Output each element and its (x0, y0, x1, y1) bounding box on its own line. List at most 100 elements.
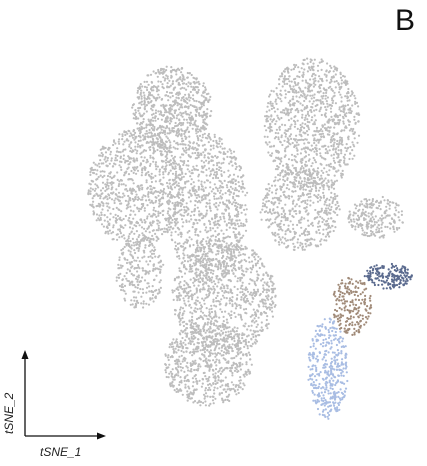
scatter-point (186, 126, 189, 129)
scatter-point (202, 245, 205, 249)
scatter-point (227, 221, 230, 225)
scatter-point (190, 178, 193, 181)
scatter-point (287, 224, 290, 227)
scatter-point (193, 99, 196, 102)
scatter-point (322, 184, 325, 187)
scatter-point (106, 230, 109, 233)
scatter-point (307, 85, 310, 88)
scatter-point (181, 261, 184, 264)
scatter-point (330, 217, 333, 220)
scatter-point (261, 205, 264, 208)
scatter-point (336, 121, 339, 124)
scatter-point (312, 168, 315, 171)
scatter-point (294, 155, 297, 158)
scatter-point (292, 98, 295, 101)
scatter-point (156, 127, 160, 130)
scatter-point (184, 181, 187, 184)
scatter-point (306, 82, 309, 85)
scatter-point (174, 167, 177, 170)
scatter-point (106, 220, 109, 223)
scatter-point (227, 206, 230, 209)
scatter-point (286, 137, 289, 140)
scatter-point (329, 230, 332, 233)
scatter-point (168, 129, 171, 132)
scatter-point (304, 234, 307, 237)
scatter-point (215, 296, 218, 300)
scatter-point (199, 152, 203, 155)
scatter-point (218, 316, 221, 319)
scatter-point (196, 233, 199, 237)
scatter-point (238, 233, 241, 236)
scatter-point (208, 202, 211, 205)
scatter-point (181, 312, 185, 315)
scatter-point (230, 298, 233, 302)
scatter-point (189, 141, 192, 144)
scatter-point (139, 83, 142, 86)
scatter-point (165, 181, 169, 185)
scatter-point (209, 287, 212, 290)
scatter-point (246, 288, 249, 291)
scatter-point (168, 182, 171, 185)
scatter-point (296, 223, 299, 227)
scatter-point (220, 245, 223, 248)
scatter-point (195, 148, 198, 151)
scatter-point (177, 227, 180, 230)
scatter-point (195, 168, 198, 171)
scatter-point (270, 201, 273, 205)
scatter-point (129, 240, 132, 243)
scatter-point (115, 188, 118, 191)
scatter-point (194, 322, 197, 325)
scatter-point (247, 325, 250, 328)
scatter-point (172, 87, 175, 90)
scatter-point (225, 246, 228, 249)
scatter-point (299, 123, 302, 127)
scatter-point (205, 274, 208, 277)
scatter-point (284, 96, 287, 99)
scatter-point (154, 163, 157, 166)
scatter-point (128, 232, 131, 236)
scatter-point (205, 212, 208, 215)
scatter-point (221, 142, 224, 145)
scatter-point (320, 207, 323, 210)
scatter-point (160, 71, 163, 74)
scatter-point (183, 100, 186, 103)
scatter-point (140, 184, 143, 187)
scatter-point (130, 133, 133, 136)
scatter-point (305, 97, 308, 100)
scatter-point (305, 209, 308, 212)
scatter-point (192, 277, 195, 280)
scatter-point (351, 149, 354, 152)
scatter-point (353, 137, 356, 140)
scatter-point (330, 88, 333, 91)
scatter-point (287, 244, 290, 247)
scatter-point (302, 188, 305, 191)
scatter-point (343, 107, 346, 110)
scatter-point (139, 121, 143, 124)
scatter-point (306, 124, 309, 128)
scatter-point (143, 96, 146, 99)
scatter-point (350, 110, 353, 113)
scatter-point (203, 194, 206, 197)
scatter-point (96, 169, 99, 172)
scatter-point (288, 80, 291, 83)
scatter-point (223, 217, 226, 220)
scatter-point (207, 268, 210, 271)
scatter-point (328, 169, 331, 172)
scatter-point (319, 154, 322, 157)
scatter-point (169, 159, 172, 162)
scatter-point (322, 218, 325, 221)
scatter-point (134, 141, 137, 144)
scatter-point (216, 340, 219, 343)
scatter-point (343, 161, 346, 164)
scatter-point (197, 188, 200, 191)
scatter-point (276, 114, 279, 117)
scatter-point (232, 262, 236, 265)
scatter-point (135, 122, 139, 125)
scatter-point (337, 154, 340, 157)
scatter-point (303, 118, 306, 121)
scatter-point (203, 132, 206, 135)
scatter-point (343, 159, 346, 162)
scatter-point (335, 133, 339, 136)
scatter-point (101, 170, 104, 173)
scatter-point (301, 62, 304, 65)
